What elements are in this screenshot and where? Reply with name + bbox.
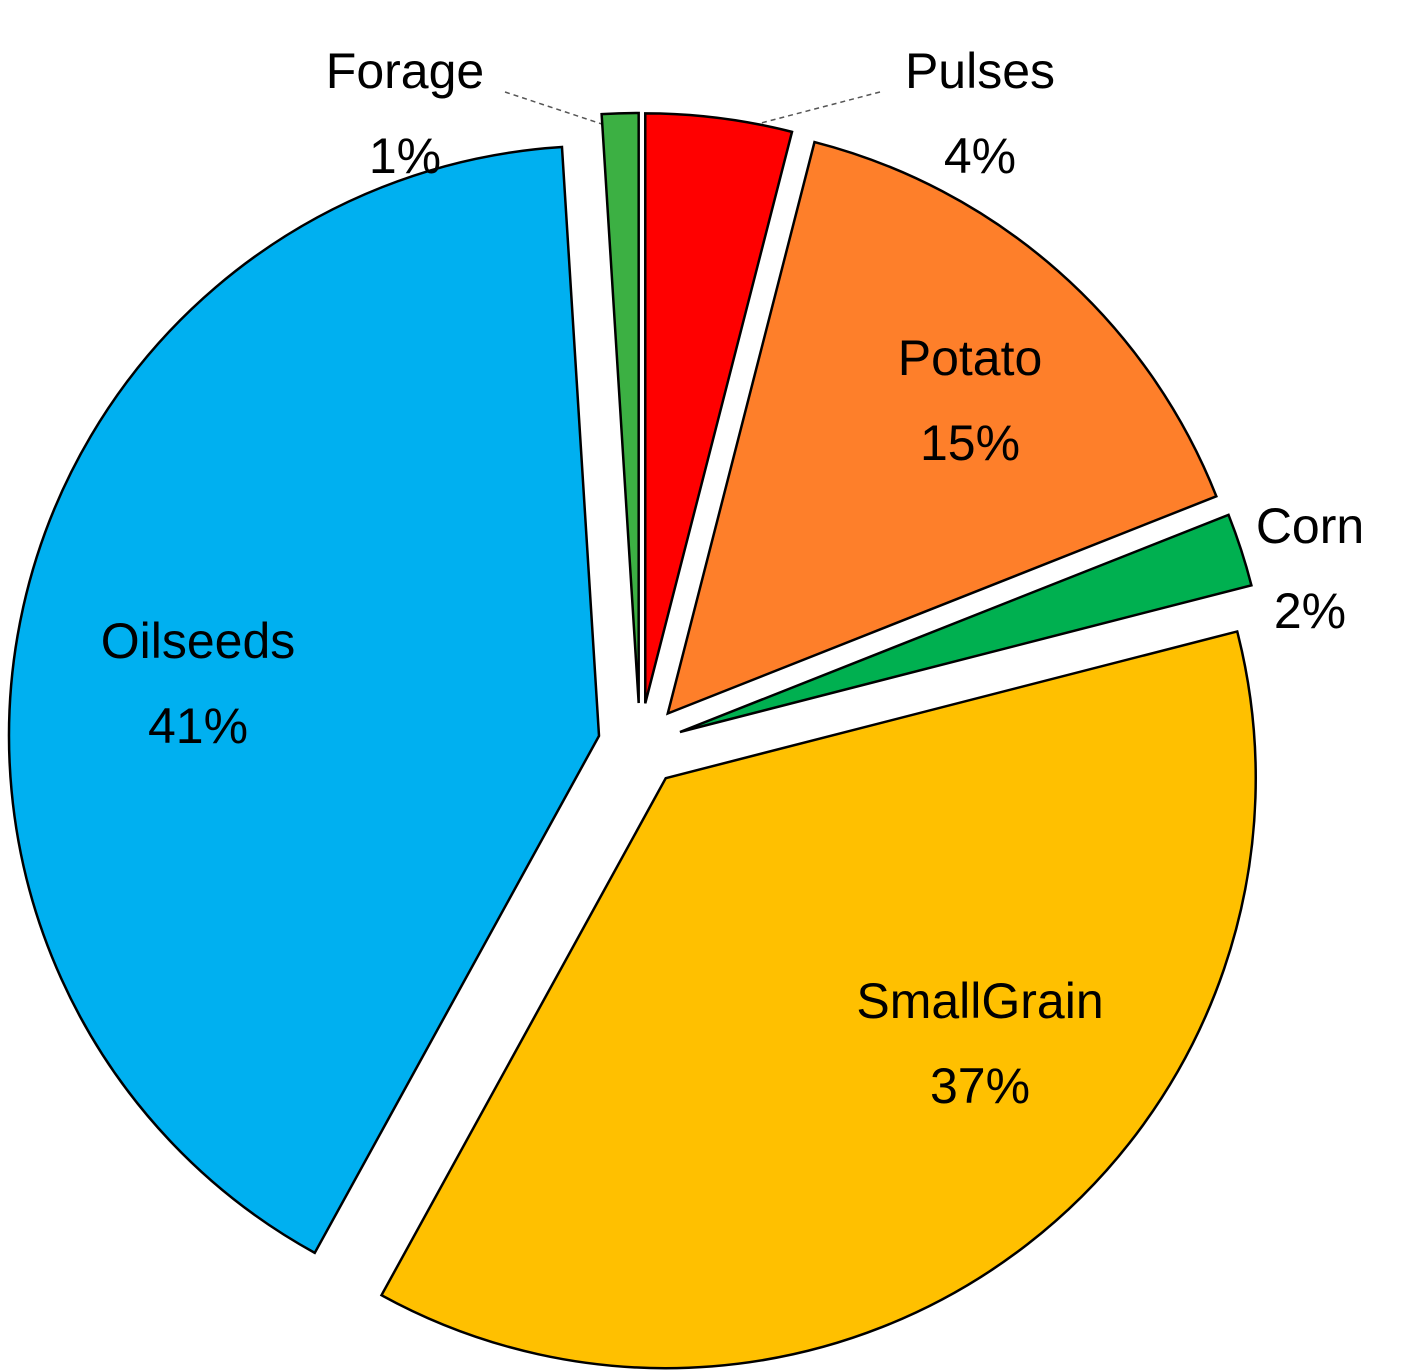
slice-label: Forage (326, 43, 484, 99)
slice-label: Pulses (905, 43, 1055, 99)
pie-slice (644, 112, 794, 704)
value-label: 2% (1274, 583, 1346, 639)
value-label: 37% (930, 1058, 1030, 1114)
value-label: 4% (944, 128, 1016, 184)
slice-label: SmallGrain (856, 973, 1103, 1029)
pie-slice (679, 513, 1253, 734)
leader-line (714, 91, 881, 136)
pie-slice (600, 111, 640, 704)
slice-label: Corn (1256, 498, 1364, 554)
slice-label: Oilseeds (101, 613, 296, 669)
value-label: 1% (369, 128, 441, 184)
value-label: 15% (920, 415, 1020, 471)
value-label: 41% (148, 698, 248, 754)
pie-slice (379, 629, 1257, 1370)
slice-label: Potato (898, 330, 1043, 386)
leader-line (504, 91, 621, 131)
pie-slice (7, 145, 601, 1255)
pie-slice (665, 140, 1218, 716)
